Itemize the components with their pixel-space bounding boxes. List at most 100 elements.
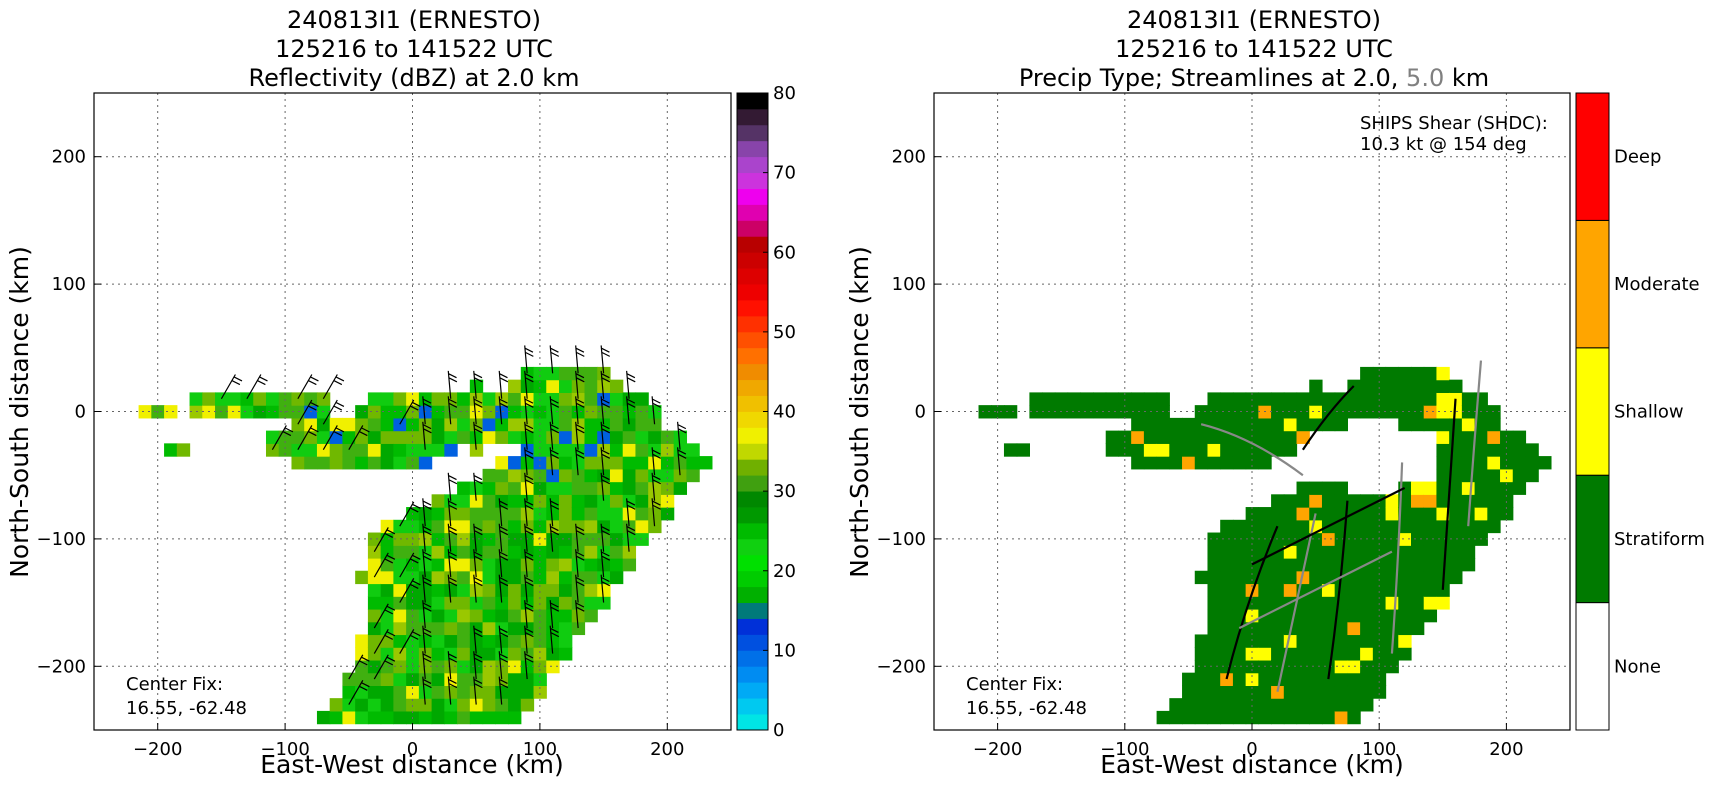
reflectivity-cell <box>508 481 522 495</box>
precip-type-cell <box>1321 417 1336 432</box>
reflectivity-cell <box>571 621 586 636</box>
precip-type-cell <box>1411 507 1425 521</box>
reflectivity-cell <box>444 405 458 419</box>
precip-type-cell <box>1258 417 1272 432</box>
reflectivity-cell <box>533 366 547 381</box>
wind-barb <box>373 629 396 654</box>
reflectivity-colorbar-ticks: 0 10 20 30 40 50 60 70 80 <box>763 83 796 741</box>
colorbar-segment <box>737 236 768 253</box>
precip-type-cell <box>1182 685 1196 699</box>
precip-type-cell <box>1245 443 1259 457</box>
wind-barb <box>422 421 432 450</box>
precip-type-cell <box>1347 608 1361 623</box>
precip-type-cell <box>1372 366 1387 381</box>
reflectivity-cell <box>418 710 433 725</box>
reflectivity-cell <box>597 532 611 546</box>
reflectivity-cell <box>469 494 484 508</box>
precip-type-cell <box>1321 494 1336 508</box>
right-y-tick-label: −100 <box>877 529 926 550</box>
precip-type-cell <box>1283 417 1298 432</box>
wind-barb <box>677 447 687 476</box>
reflectivity-cell <box>393 392 407 406</box>
precip-type-cell <box>1411 583 1425 597</box>
colorbar-segment <box>737 220 768 237</box>
precip-type-cell <box>1500 468 1514 483</box>
colorbar-tick-label: 10 <box>773 640 796 661</box>
precip-type-cell <box>1423 481 1438 495</box>
reflectivity-cell <box>380 456 394 470</box>
reflectivity-cell <box>457 608 471 623</box>
precip-type-cell <box>1271 710 1285 725</box>
wind-barb <box>575 600 585 629</box>
reflectivity-cell <box>559 608 573 623</box>
precip-type-cell <box>1258 685 1272 699</box>
precip-type-cell <box>1182 710 1196 725</box>
reflectivity-cell <box>508 710 522 725</box>
reflectivity-cell <box>393 558 407 572</box>
precip-type-cell <box>1385 596 1399 610</box>
streamline <box>1327 500 1349 680</box>
reflectivity-cell <box>457 417 471 432</box>
reflectivity-cell <box>393 621 407 636</box>
reflectivity-cell <box>444 417 458 432</box>
precip-type-cell <box>1360 596 1374 610</box>
precip-type-cell <box>1423 405 1438 419</box>
reflectivity-cell <box>622 558 637 572</box>
precip-type-cell <box>1207 698 1221 712</box>
precip-type-cell <box>1321 405 1336 419</box>
reflectivity-cell <box>329 698 344 712</box>
reflectivity-cell <box>482 519 496 534</box>
reflectivity-cell <box>508 570 522 585</box>
precip-type-cell <box>1143 417 1158 432</box>
reflectivity-cell <box>431 507 445 521</box>
wind-barb <box>422 625 432 654</box>
colorbar-segment <box>737 93 768 110</box>
reflectivity-cell <box>380 519 394 534</box>
reflectivity-cell <box>495 698 509 712</box>
reflectivity-cell <box>329 710 344 725</box>
wind-barb <box>422 396 432 425</box>
precip-type-cell <box>1182 672 1196 687</box>
precip-type-cell <box>1220 596 1234 610</box>
precip-type-cell <box>1220 417 1234 432</box>
category-label: Moderate <box>1614 274 1700 295</box>
reflectivity-cell <box>444 698 458 712</box>
reflectivity-cell <box>444 608 458 623</box>
precip-type-cell <box>1423 507 1438 521</box>
streamline <box>1238 550 1393 630</box>
reflectivity-cell <box>418 698 433 712</box>
wind-barb <box>524 549 534 578</box>
reflectivity-cell <box>609 456 624 470</box>
wind-barb <box>651 447 661 476</box>
reflectivity-cell <box>431 570 445 585</box>
reflectivity-cell <box>367 710 382 725</box>
wind-barb <box>297 374 319 400</box>
precip-type-cell <box>1194 456 1209 470</box>
wind-barb <box>447 574 458 603</box>
reflectivity-cell <box>457 685 471 699</box>
precip-type-cell <box>1347 672 1361 687</box>
reflectivity-cell <box>546 379 560 393</box>
reflectivity-cell <box>482 698 496 712</box>
reflectivity-cell <box>584 417 598 432</box>
precip-type-cell <box>1423 596 1438 610</box>
reflectivity-cell <box>406 698 420 712</box>
reflectivity-cell <box>367 621 382 636</box>
right-grid <box>934 93 1570 730</box>
precip-type-cell <box>1105 392 1120 406</box>
reflectivity-cell <box>559 545 573 559</box>
reflectivity-cell <box>355 405 369 419</box>
precip-type-cell <box>1271 494 1285 508</box>
reflectivity-cell <box>673 430 688 444</box>
precip-type-cell <box>1232 456 1247 470</box>
wind-barb <box>473 549 483 578</box>
precip-type-cell <box>1283 659 1298 674</box>
precip-type-cell <box>1207 570 1221 585</box>
reflectivity-cell <box>291 443 305 457</box>
precip-type-cell <box>1296 596 1310 610</box>
reflectivity-cell <box>482 583 496 597</box>
precip-type-colorbar <box>1575 92 1610 731</box>
precip-type-cell <box>1500 494 1514 508</box>
reflectivity-cell <box>164 405 178 419</box>
precip-type-cell <box>1398 583 1412 597</box>
